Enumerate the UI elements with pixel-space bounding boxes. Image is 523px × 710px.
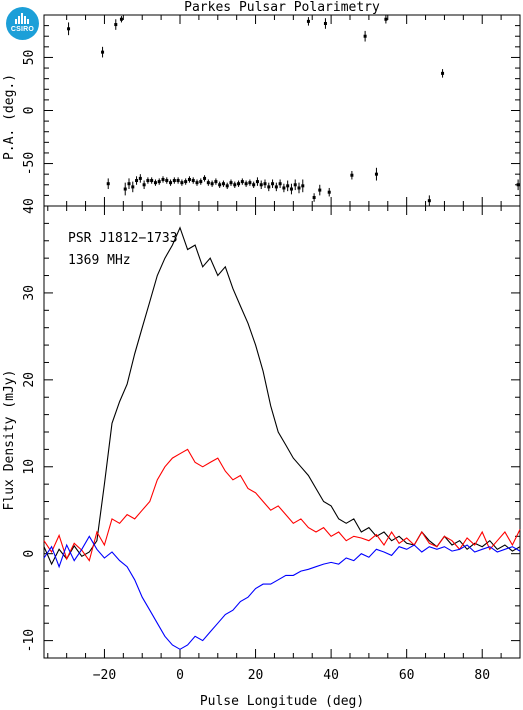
pa-point	[312, 196, 316, 200]
pa-point	[318, 188, 322, 192]
pa-point	[441, 71, 445, 75]
pa-point	[293, 183, 297, 187]
pa-point	[374, 172, 378, 176]
pa-point	[252, 183, 256, 187]
pa-point	[327, 190, 331, 194]
pa-point	[106, 182, 110, 186]
flux-ytick-label: 0	[22, 550, 37, 558]
pa-point	[131, 185, 135, 189]
pa-point	[248, 181, 252, 185]
pa-point	[165, 179, 169, 183]
pa-point	[229, 181, 233, 185]
total-intensity-line	[43, 226, 521, 566]
pa-point	[195, 181, 199, 185]
pa-point	[363, 34, 367, 38]
pa-point	[114, 23, 118, 27]
pa-point	[286, 184, 290, 188]
pa-point	[153, 181, 157, 185]
flux-axis-label: Flux Density (mJy)	[2, 370, 17, 511]
flux-ytick-label: 30	[22, 285, 37, 301]
pa-point	[67, 27, 71, 31]
pa-point	[176, 179, 180, 183]
pa-point	[172, 179, 176, 183]
pa-point	[218, 183, 222, 187]
pa-point	[180, 181, 184, 185]
pa-point	[274, 185, 278, 189]
pa-point	[263, 182, 267, 186]
pa-ytick-label: -50	[22, 152, 37, 175]
pa-point	[150, 179, 154, 183]
pa-point	[169, 181, 173, 185]
csiro-logo: CSIRO	[6, 7, 39, 40]
pa-axis-label: P.A. (deg.)	[2, 74, 17, 160]
pa-point	[184, 180, 188, 184]
pa-point	[427, 199, 431, 203]
pa-point	[123, 187, 127, 191]
pa-point	[384, 17, 388, 21]
pa-point	[233, 183, 237, 187]
pa-panel-frame	[43, 14, 521, 207]
pa-point	[516, 183, 520, 187]
x-tick-label: 80	[474, 668, 490, 683]
pa-point	[203, 176, 207, 180]
pa-point	[101, 50, 105, 54]
pa-point	[119, 17, 123, 21]
pa-point	[255, 180, 259, 184]
pa-point	[161, 177, 165, 181]
pa-ytick-label: 0	[22, 107, 37, 115]
pa-point	[306, 19, 310, 23]
pa-point	[267, 185, 271, 189]
x-tick-label: 40	[323, 668, 339, 683]
pa-point	[214, 180, 218, 184]
pa-point	[191, 179, 195, 183]
logo-bars-icon	[15, 13, 30, 24]
pa-point	[157, 180, 161, 184]
x-tick-label: 60	[399, 668, 415, 683]
x-tick-label: −20	[93, 668, 116, 683]
linear-polarization-line	[43, 448, 521, 562]
x-tick-label: 0	[176, 668, 184, 683]
flux-ytick-label: 40	[22, 198, 37, 214]
pa-point	[323, 21, 327, 25]
flux-ytick-label: 20	[22, 372, 37, 388]
frequency-annotation: 1369 MHz	[68, 253, 131, 268]
pa-point	[297, 186, 301, 190]
chart-title: Parkes Pulsar Polarimetry	[184, 0, 380, 15]
pa-ytick-label: 50	[22, 50, 37, 66]
profile-panel-frame	[43, 205, 521, 659]
pa-point	[301, 184, 305, 188]
flux-ytick-label: -10	[22, 629, 37, 652]
pa-point	[278, 182, 282, 186]
pulsar-name-annotation: PSR J1812−1733	[68, 231, 178, 246]
pa-point	[282, 186, 286, 190]
pa-point	[199, 180, 203, 184]
x-axis-label: Pulse Longitude (deg)	[200, 694, 364, 709]
pa-point	[350, 173, 354, 177]
x-tick-label: 20	[248, 668, 264, 683]
flux-ytick-label: 10	[22, 459, 37, 475]
pa-point	[206, 181, 210, 185]
circular-polarization-line	[43, 535, 521, 650]
pa-point	[138, 176, 142, 180]
pa-point	[187, 177, 191, 181]
pa-point	[135, 179, 139, 183]
pa-point	[221, 182, 225, 186]
pa-point	[240, 180, 244, 184]
logo-text: CSIRO	[10, 26, 35, 33]
pa-point	[237, 182, 241, 186]
pa-point	[127, 182, 131, 186]
pa-point	[259, 183, 263, 187]
pa-point	[289, 187, 293, 191]
pa-point	[210, 182, 214, 186]
pa-point	[244, 182, 248, 186]
pa-point	[225, 184, 229, 188]
pa-point	[146, 179, 150, 183]
pa-point	[271, 182, 275, 186]
pa-point	[142, 183, 146, 187]
